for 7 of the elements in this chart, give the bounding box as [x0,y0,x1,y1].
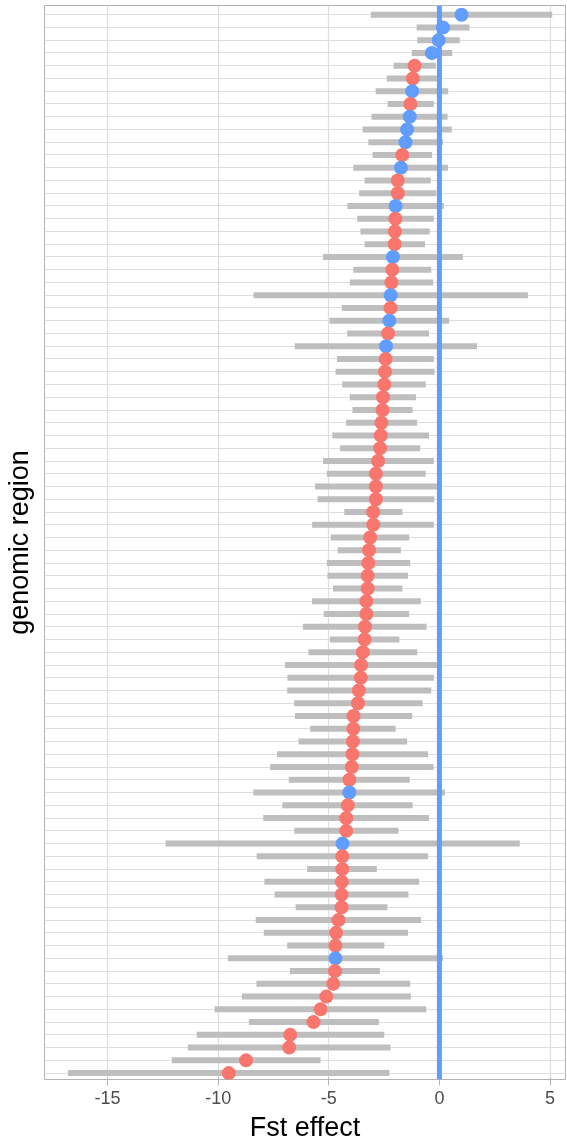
y-axis-title: genomic region [3,450,34,635]
x-tick-label: -5 [320,1087,337,1108]
x-tick-label: 5 [545,1087,556,1108]
x-tick-label: -15 [94,1087,121,1108]
x-axis-title: Fst effect [249,1111,361,1142]
x-tick-label: -10 [205,1087,232,1108]
x-tick-label: 0 [434,1087,445,1108]
